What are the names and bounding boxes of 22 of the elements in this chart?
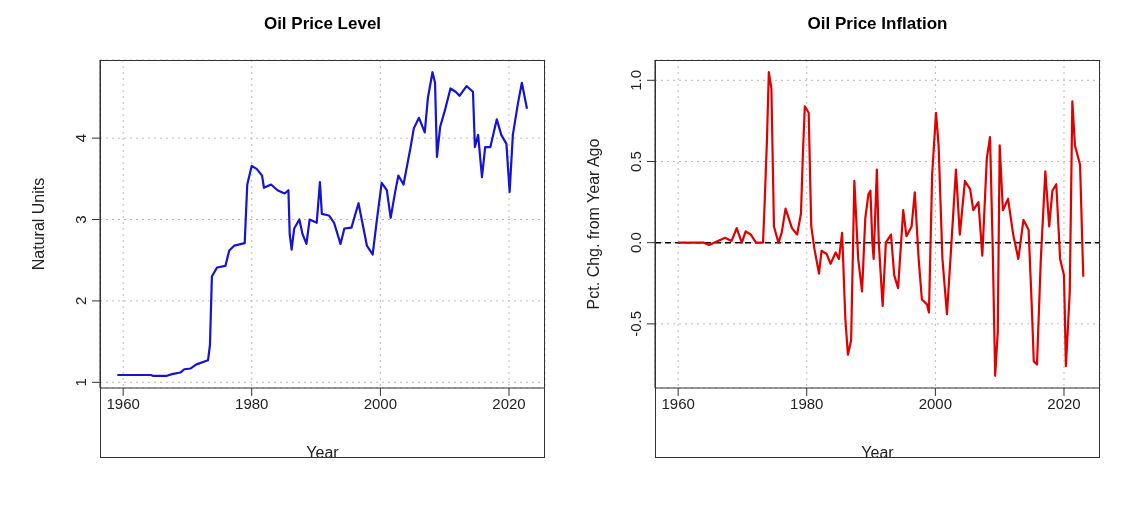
x-tick-label: 1960 [106,394,140,412]
y-tick-label: 1.0 [627,69,644,91]
y-axis-title: Natural Units [29,177,47,271]
x-tick-label: 1960 [661,394,695,412]
y-axis-title: Pct. Chg. from Year Ago [584,138,602,310]
chart-title: Oil Price Level [262,14,383,34]
y-tick-label: -0.5 [627,310,644,337]
x-tick-label: 2020 [492,394,526,412]
line-series [116,71,529,377]
x-tick-label: 2000 [918,394,953,412]
y-tick-label: 4 [72,133,89,143]
y-tick-label: 3 [72,215,89,224]
x-tick-label: 2000 [363,394,398,412]
chart-title: Oil Price Inflation [806,14,949,34]
x-tick-label: 2020 [1047,394,1081,412]
y-tick-label: 1 [72,378,89,387]
x-tick-label: 1980 [790,394,824,412]
y-tick-label: 0.5 [627,151,644,172]
y-tick-label: 2 [72,296,89,306]
x-tick-label: 1980 [235,394,269,412]
line-series [677,71,1085,377]
y-tick-label: 0.0 [627,232,644,254]
